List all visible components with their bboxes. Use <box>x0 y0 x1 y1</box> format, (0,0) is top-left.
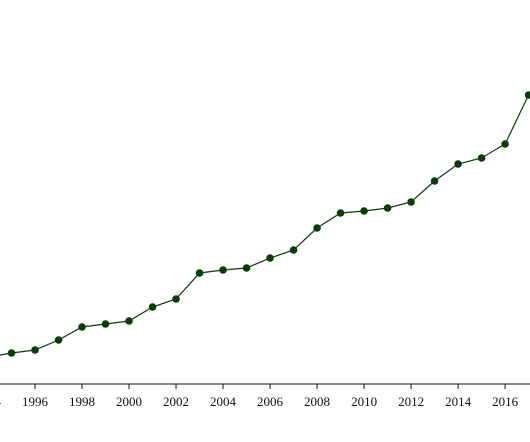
point <box>172 295 180 303</box>
x-tick-label: 2016 <box>492 394 519 409</box>
point <box>125 317 133 325</box>
point <box>407 198 415 206</box>
x-tick-label: 2000 <box>116 394 142 409</box>
point <box>78 323 86 331</box>
point <box>477 154 486 162</box>
point <box>54 336 63 344</box>
x-tick-label: 2004 <box>210 394 237 409</box>
x-tick-label: 2002 <box>163 394 189 409</box>
point <box>101 320 110 328</box>
x-tick-label: 2012 <box>398 394 424 409</box>
point <box>313 224 321 232</box>
x-tick-label: 1996 <box>22 394 49 409</box>
series-line <box>0 94 530 356</box>
point <box>31 346 39 354</box>
point <box>289 246 298 254</box>
x-tick-label: 1998 <box>69 394 95 409</box>
point <box>148 303 157 311</box>
point <box>242 264 251 272</box>
point <box>266 254 274 262</box>
point <box>501 140 509 148</box>
x-tick-label: 2008 <box>304 394 330 409</box>
x-tick-label: 2014 <box>445 394 472 409</box>
point <box>7 349 16 357</box>
point <box>383 204 392 212</box>
point <box>454 160 462 168</box>
point <box>360 207 368 215</box>
point <box>524 91 530 99</box>
point <box>336 209 345 217</box>
point <box>430 177 439 185</box>
point <box>195 269 204 277</box>
point <box>219 266 227 274</box>
x-tick-label: 1994 <box>0 394 2 409</box>
x-tick-label: 2006 <box>257 394 284 409</box>
x-tick-label: 2010 <box>351 394 377 409</box>
